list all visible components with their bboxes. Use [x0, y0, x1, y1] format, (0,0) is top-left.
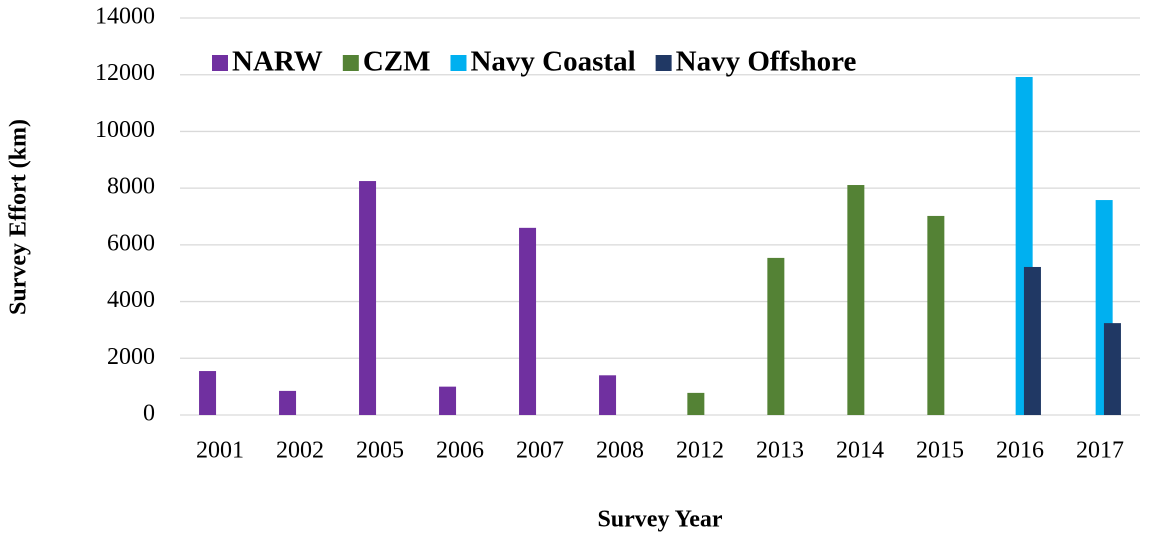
bar [519, 227, 537, 415]
y-tick-label: 4000 [107, 287, 155, 313]
bar [199, 371, 217, 415]
legend-label: Navy Offshore [676, 46, 857, 78]
y-tick-label: 6000 [107, 230, 155, 256]
legend-swatch [450, 55, 467, 71]
x-tick-label: 2007 [516, 438, 564, 464]
x-tick-label: 2017 [1076, 438, 1124, 464]
bar [599, 375, 617, 415]
legend-label: CZM [363, 46, 431, 78]
x-tick-label: 2008 [596, 438, 644, 464]
x-axis-title: Survey Year [597, 507, 722, 533]
y-tick-label: 0 [143, 401, 155, 427]
y-tick-label: 2000 [107, 344, 155, 370]
legend-label: Navy Coastal [470, 46, 635, 78]
y-tick-label: 12000 [95, 60, 155, 86]
y-tick-label: 14000 [95, 4, 155, 30]
x-tick-label: 2014 [836, 438, 884, 464]
bar [687, 392, 705, 415]
bar [1023, 266, 1041, 415]
x-tick-label: 2016 [996, 438, 1044, 464]
bar [359, 181, 377, 415]
y-axis-title: Survey Effort (km) [6, 119, 32, 315]
bar [927, 215, 945, 415]
y-tick-label: 10000 [95, 117, 155, 143]
x-tick-label: 2001 [196, 438, 244, 464]
bar [439, 386, 457, 415]
x-tick-label: 2012 [676, 438, 724, 464]
y-tick-label: 8000 [107, 174, 155, 200]
legend-swatch [212, 55, 228, 71]
legend-swatch [342, 55, 359, 71]
bar [279, 390, 297, 415]
legend-swatch [655, 55, 672, 71]
x-tick-label: 2006 [436, 438, 484, 464]
bar [847, 185, 865, 415]
bar [767, 257, 785, 415]
x-tick-label: 2013 [756, 438, 804, 464]
bar [1103, 323, 1121, 415]
x-tick-label: 2015 [916, 438, 964, 464]
x-tick-label: 2002 [276, 438, 324, 464]
x-tick-label: 2005 [356, 438, 404, 464]
legend-label: NARW [232, 46, 323, 78]
